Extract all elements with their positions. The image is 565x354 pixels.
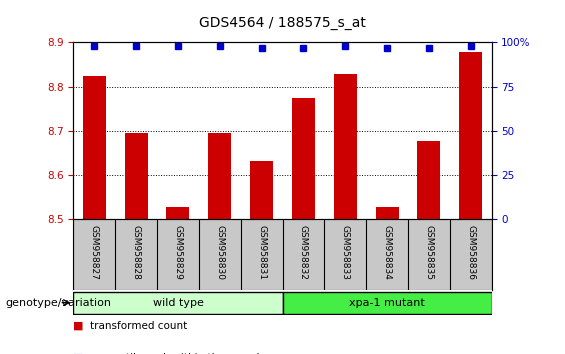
Text: percentile rank within the sample: percentile rank within the sample <box>90 353 266 354</box>
Text: wild type: wild type <box>153 298 203 308</box>
Text: GSM958831: GSM958831 <box>257 225 266 280</box>
Text: ■: ■ <box>73 353 84 354</box>
Text: GSM958833: GSM958833 <box>341 225 350 280</box>
Bar <box>73 292 282 314</box>
Text: xpa-1 mutant: xpa-1 mutant <box>349 298 425 308</box>
Bar <box>250 161 273 219</box>
Bar <box>418 141 440 219</box>
Text: ■: ■ <box>73 321 84 331</box>
Text: GSM958827: GSM958827 <box>90 225 99 280</box>
Text: GSM958829: GSM958829 <box>173 225 182 280</box>
Text: GSM958835: GSM958835 <box>424 225 433 280</box>
Text: GDS4564 / 188575_s_at: GDS4564 / 188575_s_at <box>199 16 366 30</box>
Text: GSM958836: GSM958836 <box>466 225 475 280</box>
Bar <box>282 292 492 314</box>
Bar <box>292 98 315 219</box>
Text: transformed count: transformed count <box>90 321 188 331</box>
Bar <box>83 76 106 219</box>
Text: GSM958832: GSM958832 <box>299 225 308 280</box>
Bar <box>334 74 357 219</box>
Bar <box>208 133 231 219</box>
Text: GSM958830: GSM958830 <box>215 225 224 280</box>
Bar <box>376 207 398 219</box>
Bar <box>125 133 147 219</box>
Text: GSM958828: GSM958828 <box>132 225 141 280</box>
Bar <box>167 207 189 219</box>
Text: genotype/variation: genotype/variation <box>6 298 112 308</box>
Text: GSM958834: GSM958834 <box>383 225 392 280</box>
Bar <box>459 52 482 219</box>
